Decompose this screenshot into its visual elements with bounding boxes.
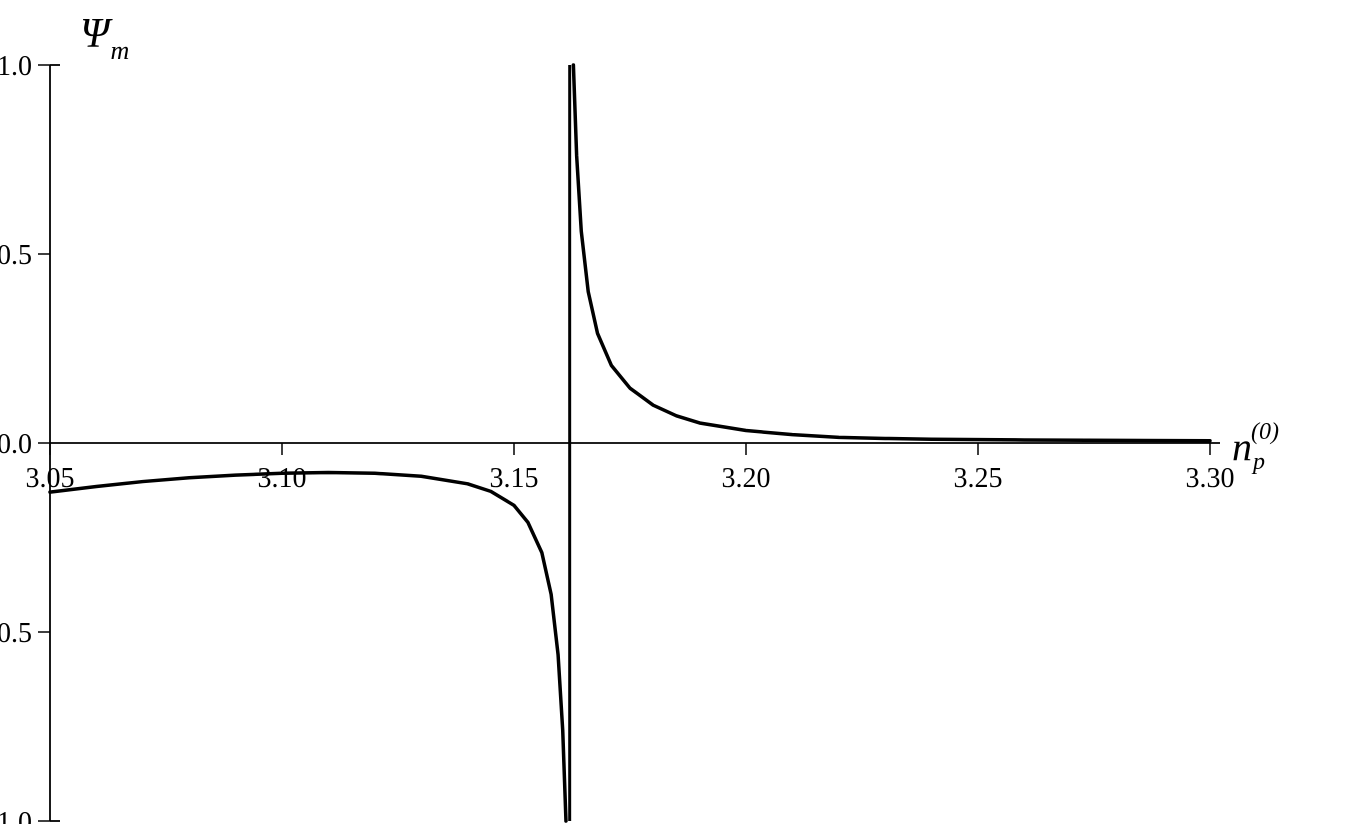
line-chart: 3.053.103.153.203.253.30-1.0-0.50.00.51.… [0, 0, 1358, 824]
x-tick-label: 3.30 [1186, 463, 1235, 494]
y-tick-label: 1.0 [0, 51, 32, 82]
x-tick-label: 3.15 [490, 463, 539, 494]
y-tick-label: 0.0 [0, 429, 32, 460]
x-tick-label: 3.10 [258, 463, 307, 494]
y-tick-label: -0.5 [0, 618, 32, 649]
y-tick-label: 0.5 [0, 240, 32, 271]
x-tick-label: 3.20 [722, 463, 771, 494]
x-tick-label: 3.25 [954, 463, 1003, 494]
y-tick-label: -1.0 [0, 807, 32, 824]
